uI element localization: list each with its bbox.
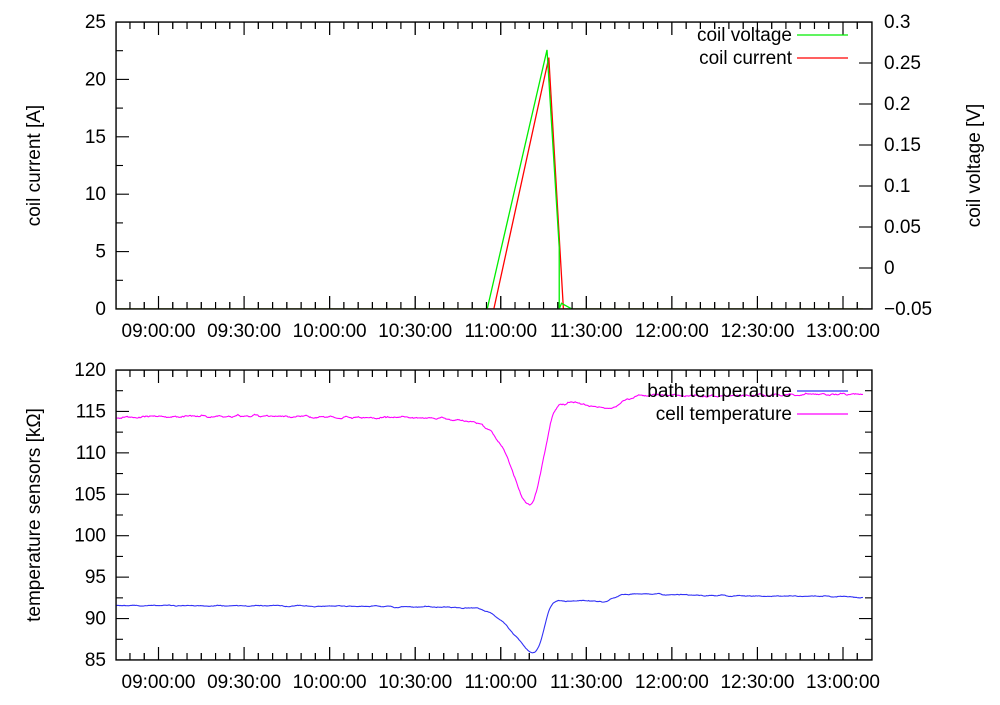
svg-text:09:00:00: 09:00:00 <box>122 321 196 342</box>
svg-text:11:00:00: 11:00:00 <box>464 672 537 693</box>
svg-text:13:00:00: 13:00:00 <box>806 321 880 342</box>
svg-text:95: 95 <box>85 567 106 588</box>
svg-text:12:30:00: 12:30:00 <box>720 321 794 342</box>
svg-text:110: 110 <box>76 443 106 464</box>
svg-text:90: 90 <box>85 609 106 630</box>
svg-text:0.15: 0.15 <box>884 135 921 156</box>
svg-text:120: 120 <box>74 360 106 381</box>
svg-text:105: 105 <box>74 484 106 505</box>
svg-text:09:00:00: 09:00:00 <box>122 672 196 693</box>
svg-text:10: 10 <box>85 184 106 205</box>
svg-text:0.05: 0.05 <box>884 217 921 238</box>
svg-text:12:30:00: 12:30:00 <box>720 672 794 693</box>
svg-text:10:30:00: 10:30:00 <box>378 672 452 693</box>
svg-text:13:00:00: 13:00:00 <box>806 672 880 693</box>
svg-text:0.3: 0.3 <box>884 12 910 33</box>
svg-text:0.1: 0.1 <box>884 176 910 197</box>
svg-text:bath temperature: bath temperature <box>647 381 792 402</box>
svg-text:coil current [A]: coil current [A] <box>24 105 45 226</box>
svg-text:100: 100 <box>74 526 106 547</box>
svg-text:15: 15 <box>85 127 106 148</box>
svg-text:10:00:00: 10:00:00 <box>293 672 367 693</box>
svg-text:11:30:00: 11:30:00 <box>550 321 623 342</box>
svg-text:coil voltage: coil voltage <box>697 25 792 46</box>
svg-text:−0.05: −0.05 <box>884 299 932 320</box>
svg-text:09:30:00: 09:30:00 <box>207 321 281 342</box>
svg-text:25: 25 <box>85 12 106 33</box>
svg-text:20: 20 <box>85 69 106 90</box>
svg-text:09:30:00: 09:30:00 <box>207 672 281 693</box>
svg-text:coil voltage [V]: coil voltage [V] <box>964 104 985 228</box>
svg-text:85: 85 <box>85 650 106 671</box>
svg-text:coil current: coil current <box>699 48 793 69</box>
svg-text:10:30:00: 10:30:00 <box>378 321 452 342</box>
svg-text:0.2: 0.2 <box>884 94 910 115</box>
svg-text:cell temperature: cell temperature <box>656 404 792 425</box>
svg-text:0: 0 <box>884 258 895 279</box>
svg-text:0.25: 0.25 <box>884 53 921 74</box>
svg-text:12:00:00: 12:00:00 <box>635 672 709 693</box>
svg-text:115: 115 <box>76 401 106 422</box>
svg-text:10:00:00: 10:00:00 <box>293 321 367 342</box>
svg-text:11:30:00: 11:30:00 <box>550 672 623 693</box>
svg-text:0: 0 <box>95 299 106 320</box>
svg-text:5: 5 <box>95 242 106 263</box>
svg-text:12:00:00: 12:00:00 <box>635 321 709 342</box>
svg-text:temperature sensors [kΩ]: temperature sensors [kΩ] <box>24 408 45 622</box>
svg-text:11:00:00: 11:00:00 <box>464 321 537 342</box>
